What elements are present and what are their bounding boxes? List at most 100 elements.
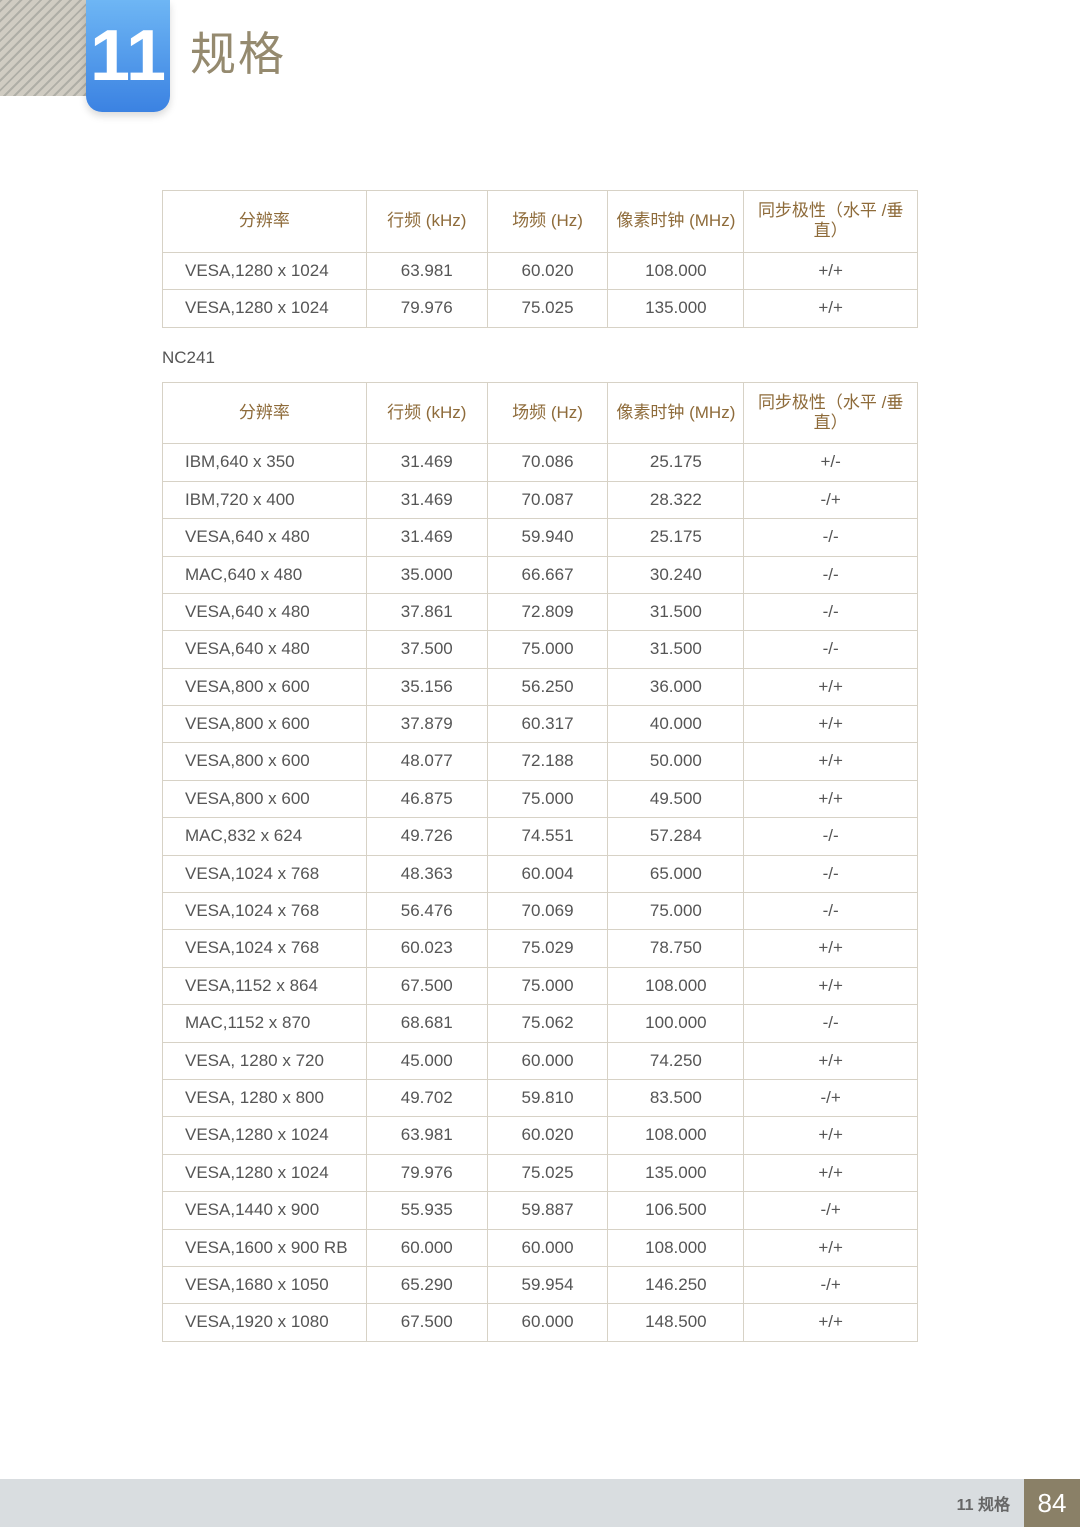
table-cell: VESA,800 x 600 xyxy=(163,668,367,705)
table-cell: VESA,1280 x 1024 xyxy=(163,290,367,327)
table-cell: VESA,1280 x 1024 xyxy=(163,1154,367,1191)
table-cell: VESA,1600 x 900 RB xyxy=(163,1229,367,1266)
table-cell: 28.322 xyxy=(608,481,744,518)
table-cell: -/+ xyxy=(744,1079,918,1116)
table-row: VESA,800 x 60035.15656.25036.000+/+ xyxy=(163,668,918,705)
table-cell: 25.175 xyxy=(608,444,744,481)
table-cell: 75.000 xyxy=(487,780,608,817)
table-cell: 31.469 xyxy=(366,444,487,481)
table-cell: 79.976 xyxy=(366,1154,487,1191)
table-cell: 83.500 xyxy=(608,1079,744,1116)
table-cell: -/- xyxy=(744,519,918,556)
table-row: IBM,640 x 35031.46970.08625.175+/- xyxy=(163,444,918,481)
table-cell: 75.000 xyxy=(487,631,608,668)
table-cell: 31.500 xyxy=(608,593,744,630)
table-cell: 74.250 xyxy=(608,1042,744,1079)
table-cell: 75.000 xyxy=(487,967,608,1004)
table-cell: +/+ xyxy=(744,252,918,289)
table-cell: VESA,1152 x 864 xyxy=(163,967,367,1004)
table-cell: 60.317 xyxy=(487,706,608,743)
table-cell: +/+ xyxy=(744,1229,918,1266)
page-content: 分辨率行频 (kHz)场频 (Hz)像素时钟 (MHz)同步极性（水平 /垂直）… xyxy=(162,190,918,1342)
table-row: MAC,640 x 48035.00066.66730.240-/- xyxy=(163,556,918,593)
column-header: 场频 (Hz) xyxy=(487,382,608,444)
table-cell: 66.667 xyxy=(487,556,608,593)
table-cell: +/+ xyxy=(744,967,918,1004)
table-row: VESA,640 x 48031.46959.94025.175-/- xyxy=(163,519,918,556)
table-cell: -/- xyxy=(744,1005,918,1042)
table-cell: VESA,800 x 600 xyxy=(163,743,367,780)
table-row: IBM,720 x 40031.46970.08728.322-/+ xyxy=(163,481,918,518)
footer-band xyxy=(0,1479,1024,1527)
table-cell: -/- xyxy=(744,631,918,668)
table-cell: 59.954 xyxy=(487,1266,608,1303)
table-cell: MAC,832 x 624 xyxy=(163,818,367,855)
table-row: VESA,1280 x 102463.98160.020108.000+/+ xyxy=(163,1117,918,1154)
table-cell: -/+ xyxy=(744,481,918,518)
table-cell: 48.077 xyxy=(366,743,487,780)
table-cell: 75.062 xyxy=(487,1005,608,1042)
table-cell: -/- xyxy=(744,593,918,630)
column-header: 像素时钟 (MHz) xyxy=(608,191,744,253)
column-header: 行频 (kHz) xyxy=(366,191,487,253)
table-cell: 60.020 xyxy=(487,1117,608,1154)
table-cell: +/+ xyxy=(744,1042,918,1079)
table-row: VESA,1152 x 86467.50075.000108.000+/+ xyxy=(163,967,918,1004)
table-cell: +/+ xyxy=(744,1154,918,1191)
table-row: VESA,640 x 48037.50075.00031.500-/- xyxy=(163,631,918,668)
table-row: VESA,800 x 60046.87575.00049.500+/+ xyxy=(163,780,918,817)
timing-table-1: 分辨率行频 (kHz)场频 (Hz)像素时钟 (MHz)同步极性（水平 /垂直）… xyxy=(162,190,918,328)
table-cell: 57.284 xyxy=(608,818,744,855)
table-cell: 68.681 xyxy=(366,1005,487,1042)
table-cell: -/- xyxy=(744,855,918,892)
table-cell: 75.025 xyxy=(487,290,608,327)
table-cell: 67.500 xyxy=(366,967,487,1004)
table-cell: 46.875 xyxy=(366,780,487,817)
table-cell: 30.240 xyxy=(608,556,744,593)
table-cell: 40.000 xyxy=(608,706,744,743)
table-cell: 31.469 xyxy=(366,519,487,556)
table-cell: VESA, 1280 x 720 xyxy=(163,1042,367,1079)
table-cell: 45.000 xyxy=(366,1042,487,1079)
column-header: 分辨率 xyxy=(163,191,367,253)
table-cell: 146.250 xyxy=(608,1266,744,1303)
table-cell: 55.935 xyxy=(366,1192,487,1229)
table-cell: 108.000 xyxy=(608,967,744,1004)
table-cell: 135.000 xyxy=(608,290,744,327)
table-cell: 60.000 xyxy=(487,1042,608,1079)
page-number: 84 xyxy=(1024,1479,1080,1527)
table-cell: VESA,1280 x 1024 xyxy=(163,252,367,289)
table-cell: VESA,1440 x 900 xyxy=(163,1192,367,1229)
table-row: VESA,1600 x 900 RB60.00060.000108.000+/+ xyxy=(163,1229,918,1266)
chapter-title: 规格 xyxy=(190,18,286,84)
table-cell: 37.500 xyxy=(366,631,487,668)
table-cell: VESA,1024 x 768 xyxy=(163,855,367,892)
table-cell: -/- xyxy=(744,893,918,930)
table-cell: 50.000 xyxy=(608,743,744,780)
table-row: VESA,1440 x 90055.93559.887106.500-/+ xyxy=(163,1192,918,1229)
table-cell: 37.879 xyxy=(366,706,487,743)
page-footer: 11 规格 84 xyxy=(0,1479,1080,1527)
table-cell: 75.029 xyxy=(487,930,608,967)
table-cell: 108.000 xyxy=(608,1117,744,1154)
table-row: VESA, 1280 x 72045.00060.00074.250+/+ xyxy=(163,1042,918,1079)
table-cell: 25.175 xyxy=(608,519,744,556)
table-cell: 65.290 xyxy=(366,1266,487,1303)
table-cell: VESA,1680 x 1050 xyxy=(163,1266,367,1303)
table-cell: 60.000 xyxy=(487,1229,608,1266)
table-cell: 108.000 xyxy=(608,1229,744,1266)
table-cell: 48.363 xyxy=(366,855,487,892)
table-cell: 59.940 xyxy=(487,519,608,556)
table-cell: 60.000 xyxy=(366,1229,487,1266)
table-cell: 79.976 xyxy=(366,290,487,327)
table-cell: 67.500 xyxy=(366,1304,487,1341)
table-row: VESA,1024 x 76860.02375.02978.750+/+ xyxy=(163,930,918,967)
table-cell: 74.551 xyxy=(487,818,608,855)
table-cell: VESA,1024 x 768 xyxy=(163,893,367,930)
table-cell: 100.000 xyxy=(608,1005,744,1042)
table-cell: 78.750 xyxy=(608,930,744,967)
table-cell: 36.000 xyxy=(608,668,744,705)
table-cell: 35.000 xyxy=(366,556,487,593)
table-cell: -/+ xyxy=(744,1192,918,1229)
table-cell: +/+ xyxy=(744,1117,918,1154)
